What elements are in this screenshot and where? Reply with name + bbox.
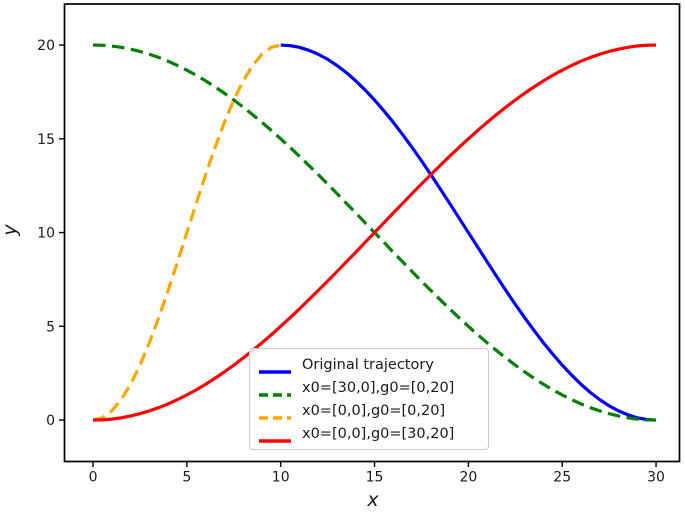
legend-label: x0=[30,0],g0=[0,20] (302, 379, 455, 396)
legend-entry: x0=[0,0],g0=[0,20] (258, 399, 480, 422)
y-tick-label: 20 (37, 38, 55, 54)
y-axis-label: y (0, 224, 21, 236)
series-line-2 (92, 43, 282, 422)
series-line-0 (280, 43, 657, 422)
series-line-3 (92, 43, 657, 422)
legend-line-sample (258, 361, 292, 374)
x-tick-label: 20 (459, 470, 477, 486)
legend-line-sample (258, 384, 292, 397)
legend-entry: x0=[0,0],g0=[30,20] (258, 422, 480, 445)
legend-label: Original trajectory (302, 356, 434, 373)
y-tick-label: 5 (46, 319, 55, 335)
legend-line-sample (258, 407, 292, 420)
legend-label: x0=[0,0],g0=[0,20] (302, 402, 446, 419)
legend-entry: x0=[30,0],g0=[0,20] (258, 376, 480, 399)
legend-label: x0=[0,0],g0=[30,20] (302, 425, 455, 442)
legend: Original trajectory x0=[30,0],g0=[0,20] … (249, 348, 489, 450)
x-tick-label: 0 (89, 470, 98, 486)
x-tick-label: 30 (647, 470, 665, 486)
x-axis-label: x (367, 489, 379, 511)
legend-line-sample (258, 430, 292, 443)
x-tick-label: 25 (553, 470, 571, 486)
legend-entry: Original trajectory (258, 353, 480, 376)
y-tick-label: 0 (46, 413, 55, 429)
x-tick-label: 15 (366, 470, 384, 486)
y-tick-label: 15 (37, 132, 55, 148)
y-tick-label: 10 (37, 226, 55, 242)
x-tick-label: 5 (182, 470, 191, 486)
x-tick-label: 10 (272, 470, 290, 486)
